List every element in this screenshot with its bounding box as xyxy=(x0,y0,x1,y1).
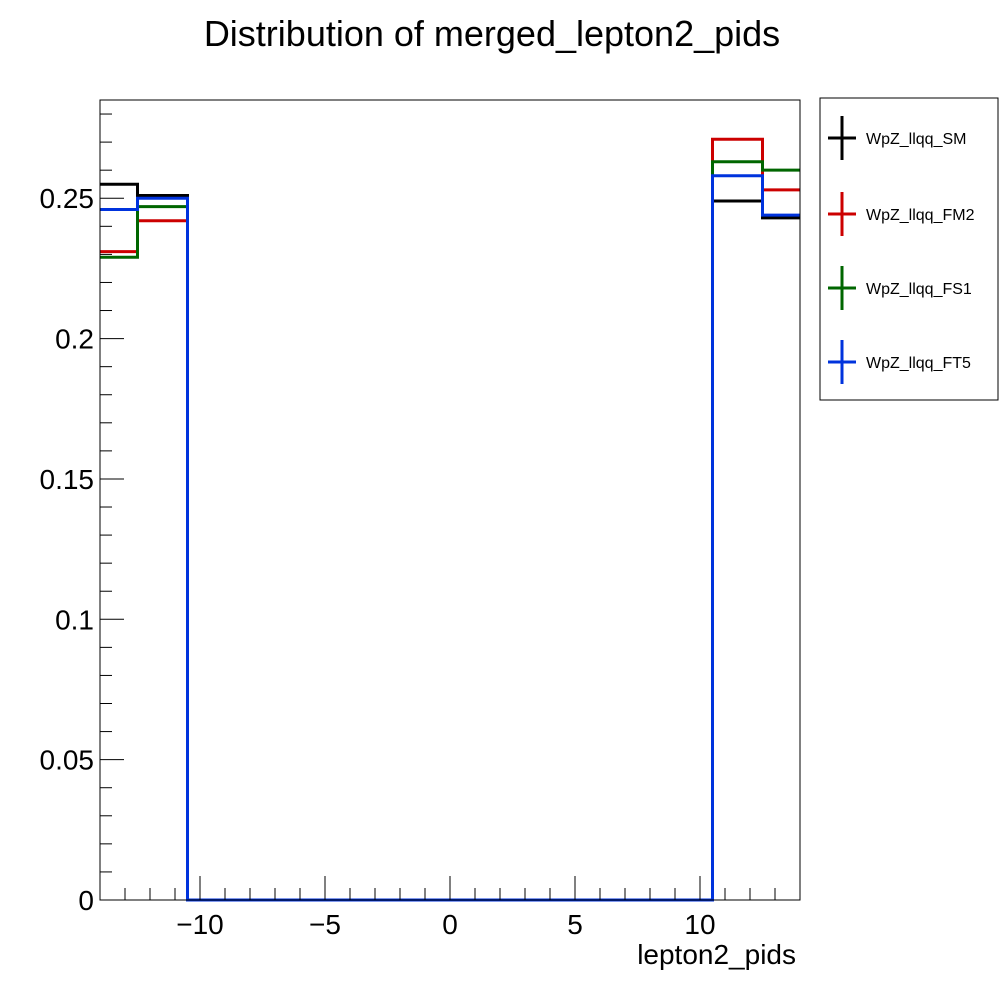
legend-label: WpZ_llqq_FS1 xyxy=(866,281,972,298)
x-tick-label: −5 xyxy=(309,909,341,940)
legend-label: WpZ_llqq_FM2 xyxy=(866,207,975,224)
x-tick-label: −10 xyxy=(176,909,224,940)
chart-title: Distribution of merged_lepton2_pids xyxy=(204,13,780,54)
y-tick-label: 0.2 xyxy=(55,324,94,355)
x-tick-label: 5 xyxy=(567,909,583,940)
series-line-3 xyxy=(100,174,800,902)
plot-frame xyxy=(99,99,801,901)
series-line-1 xyxy=(100,137,800,902)
plot-area xyxy=(100,137,800,902)
y-tick-label: 0.1 xyxy=(55,604,94,635)
series-line-0 xyxy=(100,182,800,902)
y-tick-label: 0.15 xyxy=(40,464,95,495)
x-tick-label: 10 xyxy=(684,909,715,940)
y-tick-label: 0 xyxy=(78,885,94,916)
x-axis-label: lepton2_pids xyxy=(637,939,796,970)
axis-ticks: −10 −5 0 5 10 0 0.05 0.1 0.15 0.2 0.25 xyxy=(40,113,801,940)
x-tick-label: 0 xyxy=(442,909,458,940)
series-line-2 xyxy=(100,160,800,902)
legend-label: WpZ_llqq_SM xyxy=(866,131,966,148)
legend-box xyxy=(819,97,999,401)
y-tick-label: 0.25 xyxy=(40,183,95,214)
legend: WpZ_llqq_SM WpZ_llqq_FM2 WpZ_llqq_FS1 WpZ_l… xyxy=(819,97,999,401)
legend-label: WpZ_llqq_FT5 xyxy=(866,355,971,372)
y-tick-label: 0.05 xyxy=(40,745,95,776)
